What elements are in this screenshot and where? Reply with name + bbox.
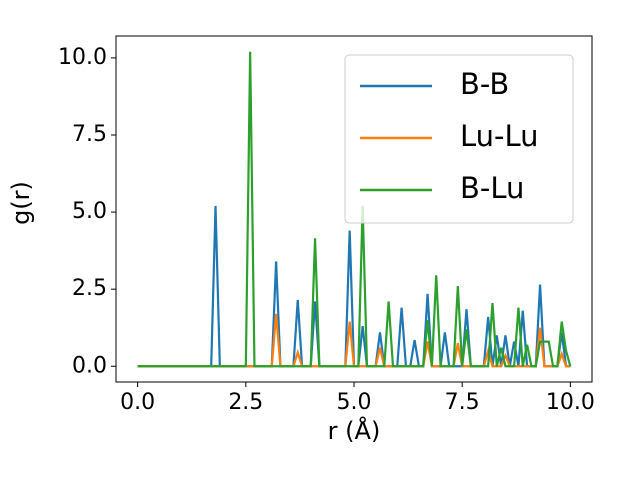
y-axis-label: g(r) bbox=[7, 181, 35, 225]
legend-box bbox=[344, 54, 574, 224]
x-tick-label: 0.0 bbox=[120, 390, 155, 415]
y-tick-label: 0.0 bbox=[72, 353, 107, 378]
x-tick-label: 10.0 bbox=[546, 390, 595, 415]
series-line bbox=[137, 51, 572, 368]
y-tick-label: 5.0 bbox=[72, 199, 107, 224]
legend-label: B-B bbox=[460, 67, 509, 101]
y-tick-label: 2.5 bbox=[72, 276, 107, 301]
series-line bbox=[137, 205, 571, 368]
y-tick-label: 10.0 bbox=[58, 45, 107, 70]
legend: B-B Lu-Lu B-Lu bbox=[344, 54, 574, 224]
x-tick-label: 5.0 bbox=[337, 390, 372, 415]
plot-frame bbox=[115, 35, 593, 383]
x-tick-label: 7.5 bbox=[445, 390, 480, 415]
legend-label: B-Lu bbox=[460, 171, 524, 205]
x-tick-label: 2.5 bbox=[228, 390, 263, 415]
y-tick-label: 7.5 bbox=[72, 122, 107, 147]
x-axis-label: r (Å) bbox=[328, 416, 381, 445]
legend-label: Lu-Lu bbox=[460, 119, 539, 153]
